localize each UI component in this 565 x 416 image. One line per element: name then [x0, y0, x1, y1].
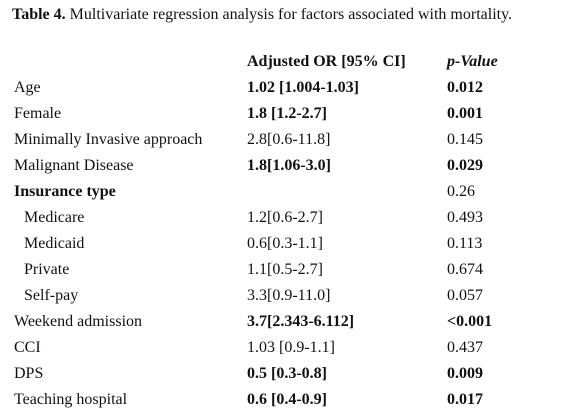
- row-label: Age: [14, 79, 41, 96]
- p-value: 0.493: [447, 209, 483, 226]
- row-label: CCI: [14, 339, 41, 356]
- odds-ratio: 3.7[2.343-6.112]: [247, 313, 355, 330]
- row-label: DPS: [14, 365, 44, 382]
- caption-text: Multivariate regression analysis for fac…: [69, 6, 513, 23]
- odds-ratio: 1.8[1.06-3.0]: [247, 157, 331, 174]
- odds-ratio: 0.6 [0.4-0.9]: [247, 391, 327, 408]
- row-label: Malignant Disease: [14, 157, 134, 174]
- p-value: 0.012: [447, 79, 483, 96]
- header: p-Value: [447, 53, 498, 70]
- row-label: Teaching hospital: [14, 391, 128, 408]
- odds-ratio: 1.1[0.5-2.7]: [247, 261, 323, 278]
- p-value: 0.113: [447, 235, 483, 252]
- odds-ratio: 1.03 [0.9-1.1]: [247, 339, 335, 356]
- caption-label: Table 4.: [12, 6, 66, 23]
- odds-ratio: 0.6[0.3-1.1]: [247, 235, 323, 252]
- row-label: Female: [14, 105, 62, 122]
- caption: Table 4. Multivariate regression analysi…: [12, 3, 557, 27]
- odds-ratio: 2.8[0.6-11.8]: [247, 131, 331, 148]
- p-value: 0.057: [447, 287, 483, 304]
- odds-ratio: 3.3[0.9-11.0]: [247, 287, 331, 304]
- odds-ratio: 0.5 [0.3-0.8]: [247, 365, 327, 382]
- p-value: 0.437: [447, 339, 483, 356]
- p-value: 0.001: [447, 105, 483, 122]
- row-label: Insurance type: [14, 183, 116, 200]
- row-label: Weekend admission: [14, 313, 143, 330]
- row-label: Self-pay: [24, 287, 79, 304]
- p-value: 0.145: [447, 131, 483, 148]
- p-value: 0.017: [447, 391, 483, 408]
- odds-ratio: 1.8 [1.2-2.7]: [247, 105, 327, 122]
- p-value: 0.674: [447, 261, 483, 278]
- row-label: Medicare: [24, 209, 85, 226]
- row-label: Private: [24, 261, 70, 278]
- row-label: Minimally Invasive approach: [14, 131, 203, 148]
- p-value: <0.001: [447, 313, 493, 330]
- p-value: 0.26: [447, 183, 475, 200]
- p-value: 0.009: [447, 365, 483, 382]
- p-value: 0.029: [447, 157, 483, 174]
- header: Adjusted OR [95% CI]: [247, 53, 406, 70]
- row-label: Medicaid: [24, 235, 85, 252]
- odds-ratio: 1.2[0.6-2.7]: [247, 209, 323, 226]
- odds-ratio: 1.02 [1.004-1.03]: [247, 79, 359, 96]
